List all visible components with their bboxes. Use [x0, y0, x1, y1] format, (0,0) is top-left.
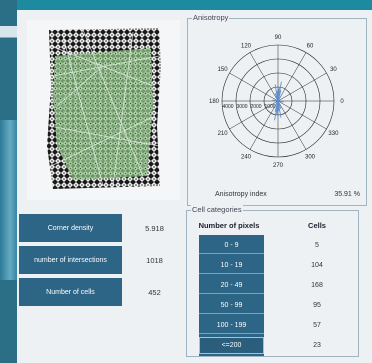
- left-window-titlebar: [0, 26, 17, 38]
- polar-angle-label-330: 330: [328, 131, 339, 137]
- polar-angle-label-210: 210: [218, 131, 229, 137]
- polar-angle-label-240: 240: [241, 154, 252, 160]
- pixel-range-1: 10 - 19: [199, 257, 264, 274]
- anisotropy-group: Anisotropy 0 30 60 90 120 150 180 210 240 270 300 3…: [187, 12, 367, 206]
- corner-density-label: Corner density: [19, 214, 122, 242]
- polar-angle-label-60: 60: [307, 44, 314, 50]
- polar-angle-label-270: 270: [273, 163, 284, 169]
- polar-radial-label-1000: 1000: [264, 104, 275, 110]
- polar-ray: [277, 100, 282, 118]
- polar-angle-label-300: 300: [305, 154, 316, 160]
- pixel-range-column: 0 - 9 10 - 19 20 - 49 50 - 99 100 - 199 …: [199, 235, 264, 356]
- anisotropy-index-label: Anisotropy index: [215, 191, 267, 198]
- cell-count-3: 95: [313, 302, 321, 309]
- pixels-column-header: Number of pixels: [198, 221, 260, 230]
- pixel-range-5: <=200: [199, 337, 264, 354]
- polar-angle-label-120: 120: [241, 44, 252, 50]
- stat-row-number-of-cells: Number of cells 452: [17, 278, 182, 306]
- anisotropy-polar-plot: 0 30 60 90 120 150 180 210 240 270 300 330 4000 3000…: [209, 35, 344, 169]
- polar-angle-label-30: 30: [330, 67, 337, 73]
- anisotropy-title: Anisotropy: [192, 12, 230, 24]
- polar-radial-label-4000: 4000: [222, 104, 233, 110]
- anisotropy-index-value: 35.91 %: [334, 191, 360, 198]
- cell-count-0: 5: [315, 242, 319, 249]
- left-window-edge: [0, 0, 17, 363]
- window-top-frame: [17, 0, 372, 10]
- number-of-cells-value: 452: [148, 287, 161, 297]
- polar-angle-label-0: 0: [340, 99, 344, 105]
- left-window-highlight: [0, 120, 17, 280]
- segmented-cell-image: [47, 28, 161, 189]
- cell-count-4: 57: [313, 322, 321, 329]
- cell-image-viewer: [27, 20, 180, 200]
- analysis-panel: Anisotropy 0 30 60 90 120 150 180 210 240 270 300 3…: [17, 10, 372, 363]
- polar-radial-label-2000: 2000: [250, 104, 261, 110]
- pixel-range-3: 50 - 99: [199, 297, 264, 314]
- polar-angle-label-90: 90: [275, 35, 282, 41]
- cells-column-header: Cells: [308, 221, 326, 230]
- pixel-range-0: 0 - 9: [199, 237, 264, 254]
- pixel-range-4: 100 - 199: [199, 317, 264, 334]
- polar-ray: [277, 100, 282, 110]
- stat-row-corner-density: Corner density 5.918: [17, 214, 182, 242]
- cell-categories-group: Cell categories Number of pixels Cells 0…: [186, 204, 359, 357]
- cell-categories-title: Cell categories: [191, 204, 243, 216]
- polar-radial-label-3000: 3000: [236, 104, 247, 110]
- cell-count-2: 168: [311, 282, 323, 289]
- intersections-value: 1018: [146, 255, 163, 265]
- polar-ray: [274, 84, 279, 102]
- cell-count-5: 23: [313, 342, 321, 349]
- corner-density-value: 5.918: [145, 223, 164, 233]
- stat-row-intersections: number of intersections 1018: [17, 246, 182, 274]
- polar-ray: [274, 92, 279, 102]
- intersections-label: number of intersections: [19, 246, 122, 274]
- number-of-cells-label: Number of cells: [19, 278, 122, 306]
- polar-angle-label-150: 150: [218, 67, 229, 73]
- polar-angle-label-180: 180: [209, 99, 220, 105]
- cell-count-1: 104: [311, 262, 323, 269]
- pixel-range-2: 20 - 49: [199, 277, 264, 294]
